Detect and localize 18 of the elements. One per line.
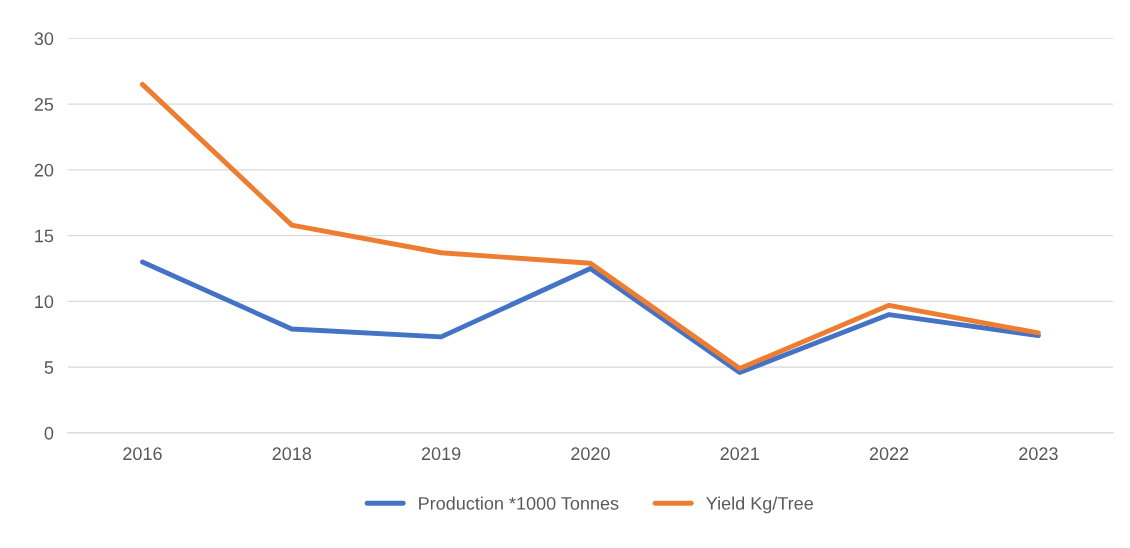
- y-tick-label: 25: [34, 98, 54, 111]
- y-tick-label: 0: [44, 426, 54, 440]
- x-tick-label: 2016: [123, 447, 162, 461]
- x-tick-label: 2023: [1019, 447, 1058, 461]
- line-series: [140, 81, 1041, 371]
- x-tick-label: 2020: [571, 447, 610, 461]
- x-tick-label: 2019: [421, 447, 461, 461]
- line-series: [140, 259, 1041, 375]
- y-tick-label: 5: [44, 361, 54, 374]
- x-tick-label: 2022: [869, 447, 909, 461]
- x-tick-label: 2021: [720, 447, 759, 461]
- y-tick-label: 10: [35, 295, 54, 309]
- legend-label: Yield Kg/Tree: [706, 496, 813, 514]
- legend-label: Production *1000 Tonnes: [419, 496, 619, 510]
- y-tick-label: 20: [34, 163, 54, 177]
- y-tick-label: 30: [34, 32, 54, 46]
- y-tick-label: 15: [35, 229, 54, 243]
- x-tick-label: 2018: [272, 447, 312, 461]
